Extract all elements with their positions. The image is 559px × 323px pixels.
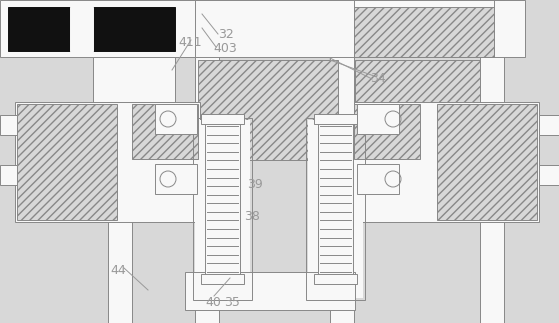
Bar <box>93 7 175 51</box>
Bar <box>93 57 175 102</box>
Bar <box>193 118 252 300</box>
Bar <box>108 178 132 323</box>
Bar <box>8 7 70 51</box>
Text: 38: 38 <box>244 210 260 223</box>
Text: 403: 403 <box>213 42 237 55</box>
Bar <box>354 104 420 159</box>
Bar <box>132 104 198 159</box>
Bar <box>318 118 353 280</box>
Bar <box>354 0 494 57</box>
Bar <box>314 274 357 284</box>
Bar <box>357 164 399 194</box>
Bar <box>314 114 357 124</box>
Bar <box>355 60 480 160</box>
Text: 40: 40 <box>205 296 221 309</box>
Bar <box>155 104 197 134</box>
Text: 32: 32 <box>218 28 234 41</box>
Bar <box>306 118 365 300</box>
Bar <box>195 0 219 323</box>
Bar <box>539 115 559 135</box>
Bar <box>185 272 355 310</box>
Text: 411: 411 <box>178 36 202 49</box>
Bar <box>70 7 93 51</box>
Bar <box>195 120 250 298</box>
Bar <box>201 274 244 284</box>
Text: 34: 34 <box>370 72 386 85</box>
Bar <box>354 102 539 222</box>
Bar <box>480 0 504 323</box>
Bar <box>308 120 363 298</box>
Bar <box>539 165 559 185</box>
Bar <box>357 104 399 134</box>
Bar <box>354 7 494 57</box>
Bar <box>437 104 537 220</box>
Bar <box>0 165 17 185</box>
Bar <box>155 164 197 194</box>
Text: 44: 44 <box>110 264 126 277</box>
Text: 39: 39 <box>247 178 263 191</box>
Bar <box>198 60 338 160</box>
Bar <box>330 0 354 323</box>
Bar <box>205 118 240 280</box>
Bar <box>201 114 244 124</box>
Bar <box>0 115 17 135</box>
Bar <box>0 0 198 57</box>
Bar <box>17 104 117 220</box>
Bar <box>15 102 200 222</box>
Text: 35: 35 <box>224 296 240 309</box>
Bar <box>195 0 525 57</box>
